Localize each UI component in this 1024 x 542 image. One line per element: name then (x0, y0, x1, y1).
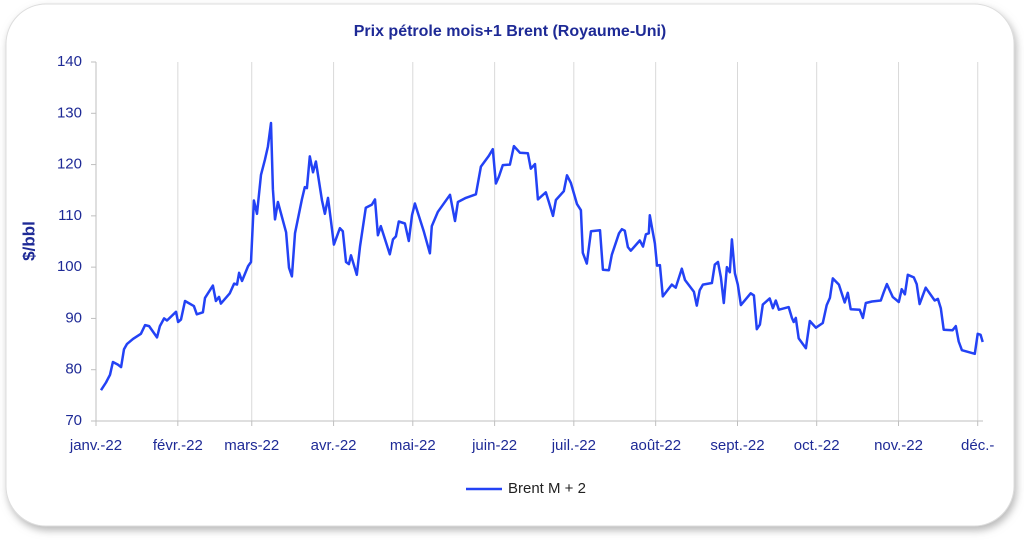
x-tick-label: mai-22 (390, 437, 436, 454)
x-tick-label: janv.-22 (69, 437, 122, 454)
y-tick-label: 90 (65, 309, 82, 326)
y-tick-label: 140 (57, 53, 82, 70)
y-axis-label: $/bbl (19, 221, 38, 261)
legend-label: Brent M + 2 (508, 480, 586, 497)
y-tick-label: 70 (65, 412, 82, 429)
y-tick-label: 100 (57, 258, 82, 275)
x-tick-label: mars-22 (224, 437, 279, 454)
x-tick-label: févr.-22 (153, 437, 203, 454)
y-tick-label: 130 (57, 104, 82, 121)
x-tick-label: oct.-22 (794, 437, 840, 454)
x-tick-label: nov.-22 (874, 437, 923, 454)
y-tick-label: 110 (58, 207, 82, 224)
x-tick-label: sept.-22 (710, 437, 764, 454)
chart-title: Prix pétrole mois+1 Brent (Royaume-Uni) (354, 23, 667, 40)
x-tick-label: déc.- (961, 437, 994, 454)
x-tick-label: août-22 (630, 437, 681, 454)
x-tick-label: juin-22 (471, 437, 517, 454)
series-line (99, 121, 984, 391)
x-tick-label: avr.-22 (311, 437, 357, 454)
y-tick-label: 80 (65, 361, 82, 378)
card (5, 3, 1015, 527)
y-tick-label: 120 (57, 156, 82, 173)
x-tick-label: juil.-22 (551, 437, 596, 454)
